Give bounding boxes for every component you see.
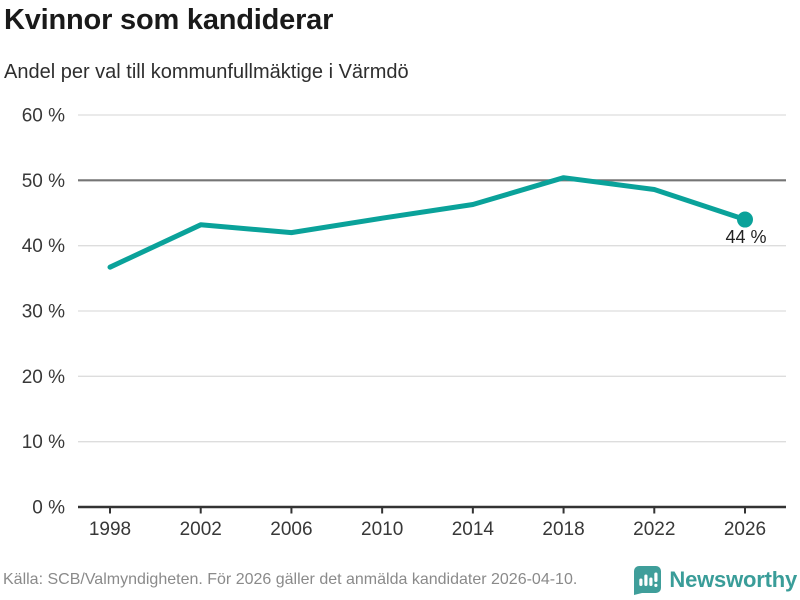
data-line	[107, 175, 748, 270]
logo-bar-1	[639, 578, 643, 586]
y-tick-label: 50 %	[22, 171, 65, 192]
last-value-label: 44 %	[725, 227, 766, 247]
logo-bar-2	[644, 574, 648, 586]
x-tick-label: 2022	[633, 519, 675, 540]
y-tick-label: 30 %	[22, 302, 65, 323]
logo-bar-3	[649, 577, 653, 586]
newsworthy-logo-icon	[634, 566, 662, 595]
x-tick-label: 2026	[724, 519, 766, 540]
data-point-marker-2026	[736, 211, 753, 228]
x-tick-label: 2010	[361, 519, 403, 540]
x-tick-label: 1998	[89, 519, 131, 540]
x-tick-label: 2002	[180, 519, 222, 540]
x-tick-label: 2018	[542, 519, 584, 540]
line-chart: 0 % 10 % 20 % 30 % 40 % 50 % 60 % 1998 2002 2006 2…	[22, 106, 786, 540]
source-note: Källa: SCB/Valmyndigheten. För 2026 gäll…	[3, 571, 578, 588]
y-tick-label: 20 %	[22, 367, 65, 388]
x-tick-label: 2006	[270, 519, 312, 540]
chart-subtitle: Andel per val till kommunfullmäktige i V…	[4, 61, 409, 83]
newsworthy-brand-link[interactable]: Newsworthy	[633, 565, 797, 595]
y-tick-label: 40 %	[22, 236, 65, 257]
newsworthy-logo-text: Newsworthy	[669, 567, 797, 592]
chart-title: Kvinnor som kandiderar	[4, 4, 334, 36]
logo-exclamation-bar	[654, 572, 658, 582]
footer: Källa: SCB/Valmyndigheten. För 2026 gäll…	[0, 562, 800, 598]
y-tick-label: 0 %	[32, 498, 65, 519]
y-tick-label: 10 %	[22, 432, 65, 453]
y-tick-label: 60 %	[22, 106, 65, 127]
logo-exclamation-dot	[654, 583, 658, 587]
x-tick-label: 2014	[452, 519, 495, 540]
